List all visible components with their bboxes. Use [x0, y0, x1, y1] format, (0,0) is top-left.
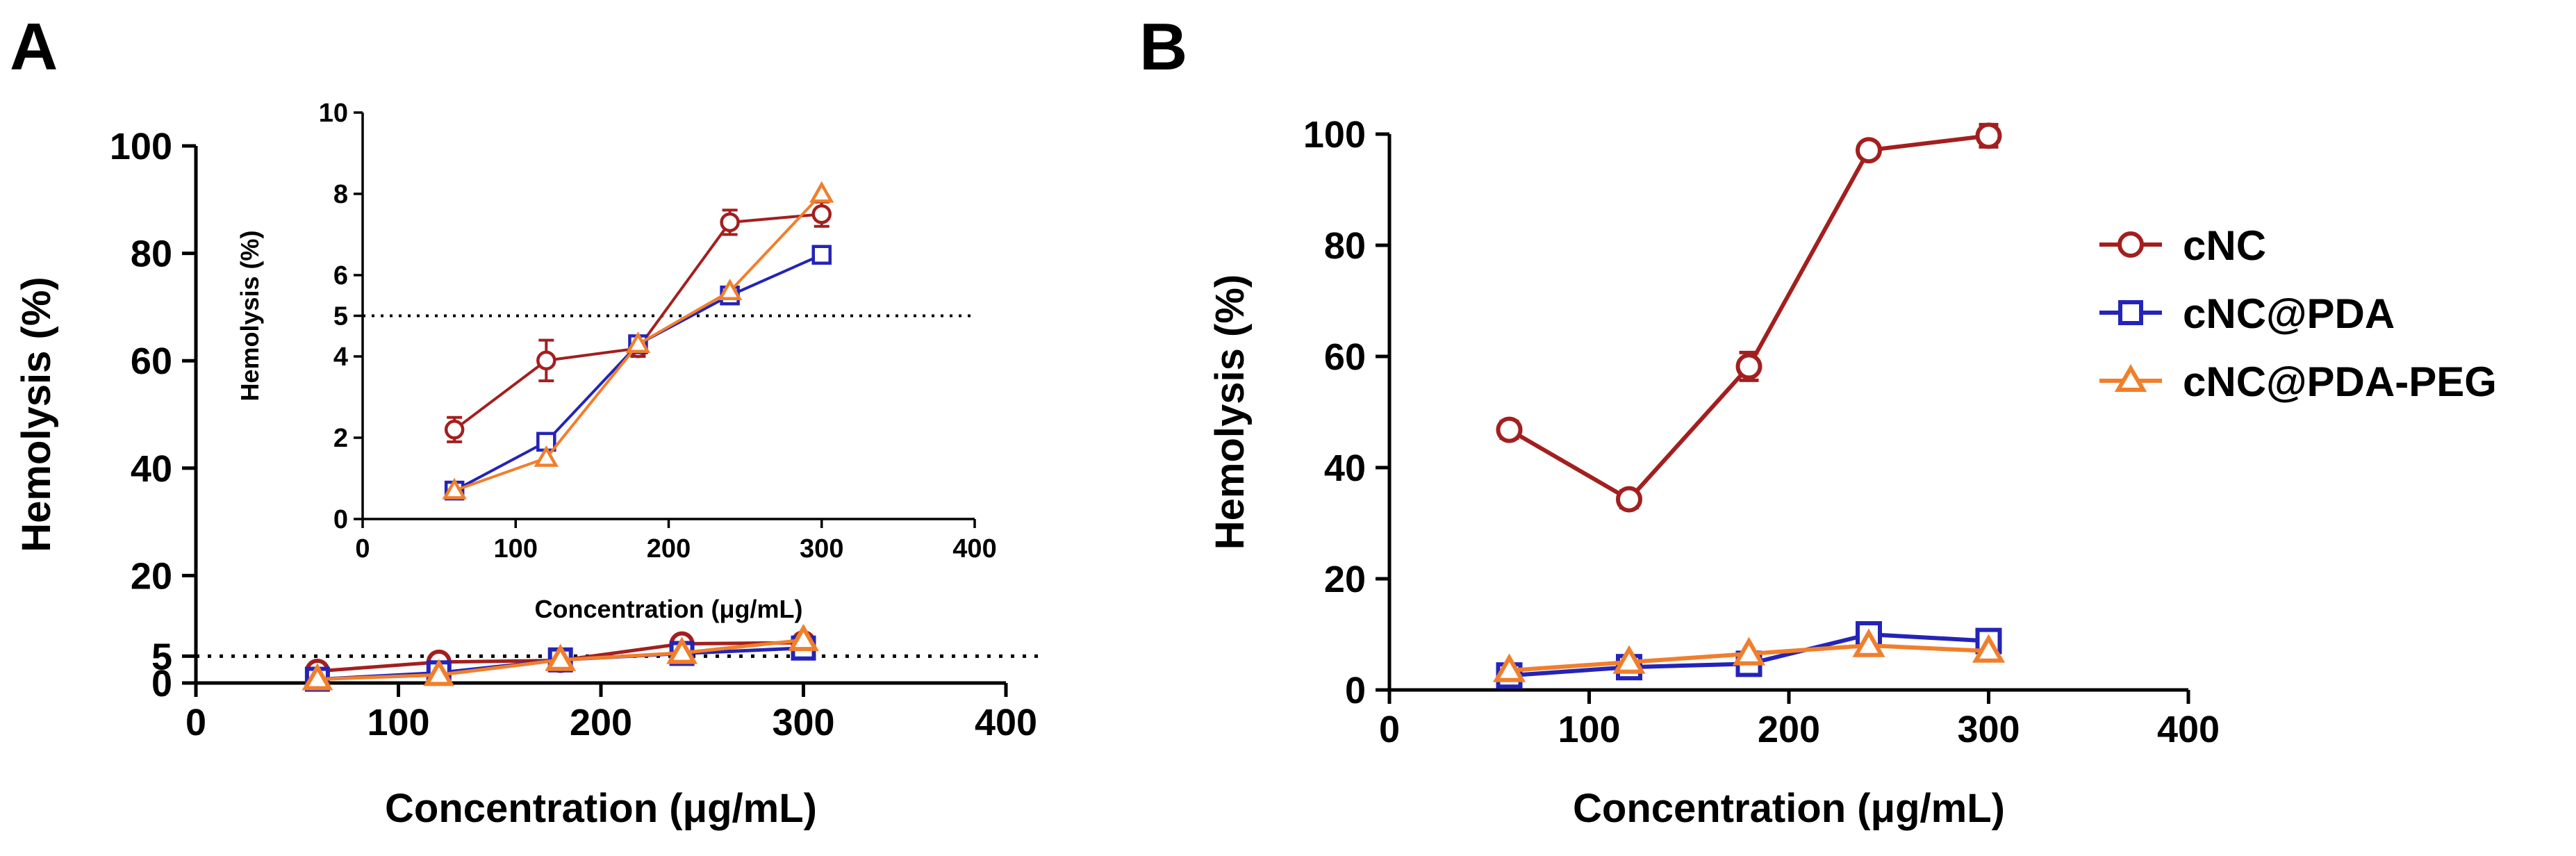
panel-b-series-cnc-point [1496, 416, 1523, 443]
panel-b-x-tick-label: 300 [1957, 709, 2020, 750]
inset-x-tick-label: 200 [647, 534, 691, 563]
panel-b-label: B [1139, 10, 1187, 84]
panel-b-x-axis-title: Concentration (μg/mL) [1573, 786, 2005, 831]
panel-b-series-cnc-point [1735, 353, 1762, 380]
panel-a-series-cnc-pda-peg-point [545, 643, 577, 671]
inset-y-tick-label: 0 [333, 505, 348, 534]
inset-series-cnc-pda-line [454, 253, 823, 492]
inset-series-cnc-pda-point [811, 245, 832, 265]
legend-marker-cnc-pda [2118, 300, 2143, 325]
panel-b-series-cnc-pda-peg [1492, 628, 2006, 682]
panel-b-series-cnc-pda-peg-point [1972, 634, 2006, 663]
panel-b-series-cnc-pda-peg-point [1852, 628, 1885, 657]
panel-a-x-tick-label: 300 [772, 702, 834, 743]
inset-series-cnc-pda-peg-point [534, 445, 559, 467]
panel-a-x-tick-label: 0 [185, 702, 206, 743]
panel-a-y-tick-label: 0 [151, 663, 172, 705]
inset-x-tick-label: 0 [355, 534, 370, 563]
panel-a-y-tick-label: 5 [151, 636, 172, 677]
inset-series-cnc-pda [444, 245, 832, 501]
inset-y-tick-label: 8 [333, 180, 348, 209]
panel-a-label: A [10, 10, 58, 84]
panel-b-series-cnc-point [1975, 122, 2002, 149]
panel-a-series-cnc-pda-peg-point [302, 663, 333, 691]
panel-b-series-cnc-line [1508, 133, 1989, 502]
panel-a-x-axis-title: Concentration (μg/mL) [385, 786, 817, 831]
panel-b-y-tick-label: 20 [1324, 559, 1366, 600]
panel-b-series-cnc-pda-peg-point [1732, 636, 1766, 666]
inset-series-cnc-pda-peg [442, 181, 834, 500]
inset-y-tick-label: 2 [333, 424, 348, 453]
panel-a-y-tick-label: 100 [110, 126, 172, 167]
inset-series-cnc [444, 200, 832, 443]
panel-b-x-tick-label: 400 [2157, 709, 2220, 750]
inset-x-tick-label: 100 [494, 534, 538, 563]
inset-x-tick-label: 400 [952, 534, 996, 563]
panel-b-y-tick-label: 100 [1303, 114, 1366, 156]
inset-series-cnc-point [444, 420, 465, 440]
panel-a-y-tick-label: 60 [131, 340, 172, 382]
inset-y-tick-label: 5 [333, 302, 348, 331]
panel-a-x-tick-label: 200 [570, 702, 632, 743]
panel-a-y-tick-label: 40 [131, 448, 172, 490]
inset-series-cnc-point [536, 350, 556, 371]
panel-b-y-tick-label: 80 [1324, 225, 1366, 267]
panel-b-series-cnc-pda-peg-point [1612, 645, 1646, 674]
panel-b-y-tick-label: 40 [1324, 447, 1366, 489]
inset-y-tick-label: 4 [333, 343, 348, 372]
inset-x-tick-label: 300 [800, 534, 843, 563]
inset-series-cnc-line [453, 213, 822, 431]
inset-series-cnc-pda-peg-point [809, 181, 834, 203]
panel-a-x-tick-label: 400 [975, 702, 1037, 743]
inset-series-cnc-point [811, 204, 832, 224]
panel-a-y-tick-label: 20 [131, 555, 172, 597]
panel-a-series-cnc-pda-peg-point [423, 659, 455, 686]
inset-series-cnc-pda-peg-point [442, 477, 467, 500]
panel-a-series-cnc-pda-peg [302, 623, 819, 691]
legend: cNC cNC@PDA cNC@PDA-PEG [2099, 222, 2497, 405]
panel-b-series-cnc-point [1616, 486, 1642, 513]
legend-item-cnc-pda-peg: cNC@PDA-PEG [2099, 359, 2497, 405]
inset-series-cnc-pda-peg-point [625, 331, 651, 354]
inset-series-cnc-point [720, 212, 740, 233]
inset-y-tick-label: 6 [333, 261, 348, 290]
inset-y-tick-label: 10 [319, 99, 348, 128]
legend-label-cnc-pda-peg: cNC@PDA-PEG [2183, 359, 2497, 405]
panel-b-y-tick-label: 0 [1345, 670, 1366, 711]
panel-b-y-tick-label: 60 [1324, 336, 1366, 378]
legend-label-cnc-pda: cNC@PDA [2183, 290, 2395, 337]
legend-item-cnc-pda: cNC@PDA [2099, 290, 2395, 337]
legend-item-cnc: cNC [2099, 222, 2266, 269]
legend-marker-cnc-pda-peg [2114, 364, 2147, 392]
inset-x-axis-title: Concentration (μg/mL) [535, 595, 803, 623]
panel-a-y-axis-title: Hemolysis (%) [14, 277, 59, 552]
panel-b-x-tick-label: 100 [1558, 709, 1620, 750]
panel-a-x-tick-label: 100 [367, 702, 429, 743]
panel-b-series-cnc-pda-peg-point [1492, 653, 1526, 682]
panel-a-series-cnc-pda-peg-point [788, 623, 819, 652]
panel-b-y-axis-title: Hemolysis (%) [1207, 274, 1253, 550]
legend-label-cnc: cNC [2183, 222, 2266, 269]
panel-b-series-cnc-point [1856, 137, 1882, 164]
panel-a-inset-chart: 0 100 200 300 400 0 2 4 5 6 8 10 Concentration (μg/m… [236, 99, 997, 623]
panel-b-x-tick-label: 0 [1379, 709, 1400, 750]
panel-a-y-tick-label: 80 [131, 233, 172, 275]
panel-a-chart: 0 100 200 300 4000520406080100Concentration … [14, 126, 1042, 831]
legend-marker-cnc [2117, 231, 2144, 258]
panel-a-series-cnc-pda-peg-point [666, 636, 698, 664]
inset-series-cnc-pda-peg-point [717, 279, 743, 300]
panel-b-x-tick-label: 200 [1758, 709, 1820, 750]
inset-y-axis-title: Hemolysis (%) [236, 230, 264, 401]
panel-b-chart: 0 100 200 300 400 0 20 40 60 80 100 Concentration (… [1207, 114, 2220, 831]
panel-b-series-cnc [1496, 122, 2002, 513]
